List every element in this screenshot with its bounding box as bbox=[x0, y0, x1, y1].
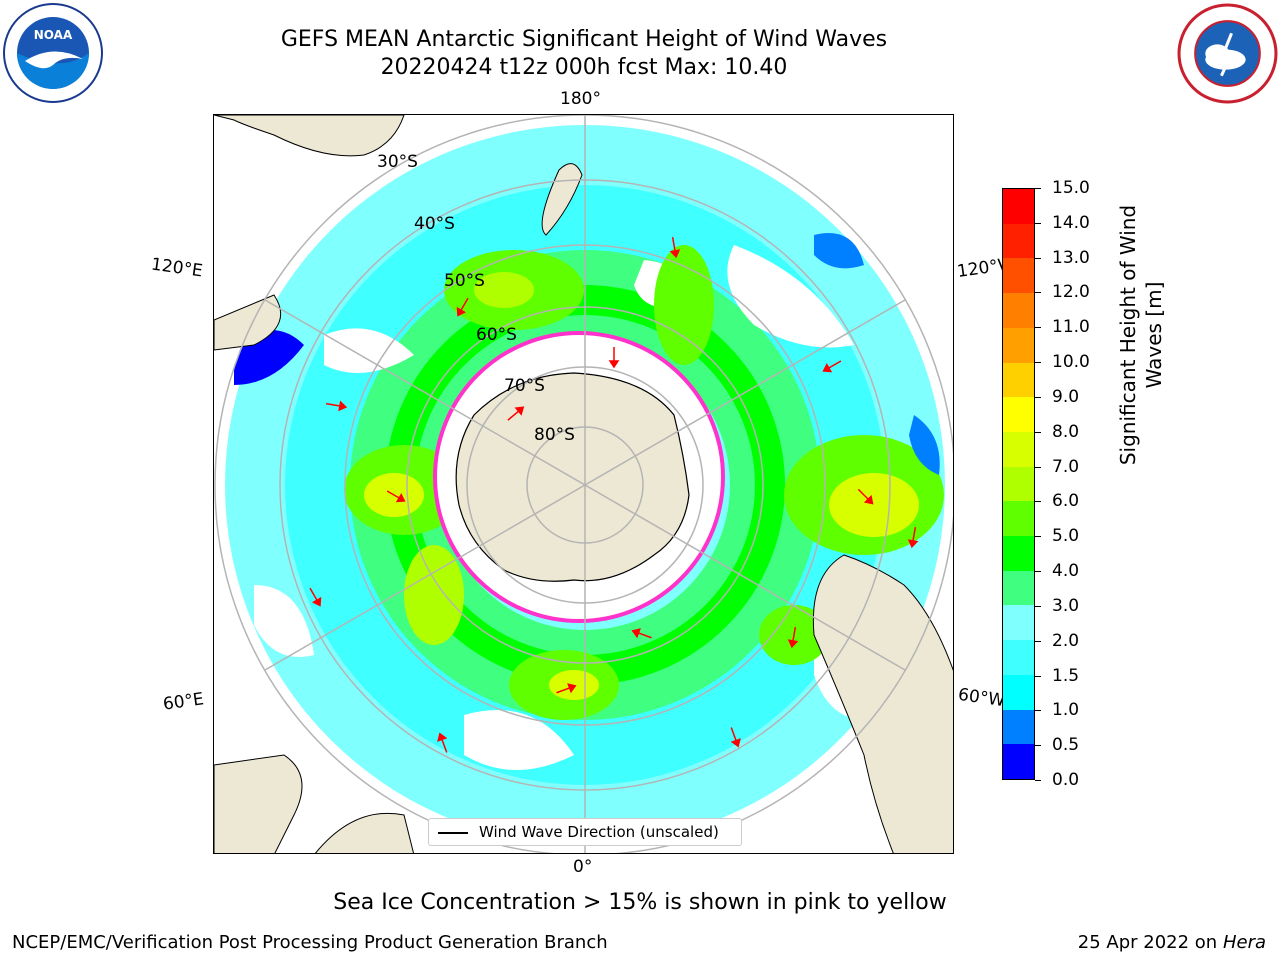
map-legend: Wind Wave Direction (unscaled) bbox=[428, 818, 742, 846]
colorbar-tick-label: 5.0 bbox=[1052, 526, 1080, 547]
colorbar-tick-label: 14.0 bbox=[1052, 212, 1090, 233]
lat-label-60s: 60°S bbox=[476, 325, 517, 345]
colorbar-tick-label: 1.5 bbox=[1052, 665, 1080, 686]
colorbar-tick-label: 0.5 bbox=[1052, 735, 1080, 756]
lon-label-180: 180° bbox=[560, 89, 601, 109]
new-zealand-land bbox=[541, 163, 583, 236]
lat-label-80s: 80°S bbox=[534, 425, 575, 445]
noaa-logo: NOAA bbox=[3, 3, 103, 103]
lon-label-60w: 60°W bbox=[956, 684, 1007, 712]
footer-host: Hera bbox=[1222, 932, 1266, 953]
svg-text:NOAA: NOAA bbox=[34, 28, 73, 42]
colorbar-segment bbox=[1003, 431, 1034, 467]
colorbar-tick bbox=[1035, 571, 1041, 573]
lat-label-50s: 50°S bbox=[444, 271, 485, 291]
lat-label-30s: 30°S bbox=[377, 152, 418, 172]
colorbar-tick bbox=[1035, 605, 1041, 607]
colorbar-segment bbox=[1003, 292, 1034, 328]
colorbar-segment bbox=[1003, 223, 1034, 259]
legend-label: Wind Wave Direction (unscaled) bbox=[479, 823, 719, 841]
colorbar-tick bbox=[1035, 292, 1041, 294]
africa-land bbox=[214, 754, 415, 853]
colorbar-segment bbox=[1003, 362, 1034, 398]
colorbar-tick bbox=[1035, 188, 1041, 189]
lon-label-0: 0° bbox=[573, 857, 593, 877]
colorbar-segment bbox=[1003, 535, 1034, 571]
nws-logo bbox=[1177, 3, 1278, 104]
colorbar-tick bbox=[1035, 396, 1041, 398]
colorbar-title: Significant Height of Wind Waves [m] bbox=[1115, 185, 1171, 485]
colorbar-title-line1: Significant Height of Wind bbox=[1116, 204, 1140, 466]
colorbar-tick-label: 10.0 bbox=[1052, 352, 1090, 373]
colorbar-tick-label: 8.0 bbox=[1052, 421, 1080, 442]
colorbar-tick bbox=[1035, 257, 1041, 259]
colorbar-segment bbox=[1003, 466, 1034, 502]
colorbar-segment bbox=[1003, 743, 1034, 779]
wind-wave-arrows bbox=[309, 236, 919, 753]
colorbar-tick-label: 6.0 bbox=[1052, 491, 1080, 512]
legend-line-icon bbox=[438, 832, 468, 834]
lon-label-120e: 120°E bbox=[149, 254, 204, 282]
footer-date: 25 Apr 2022 on Hera bbox=[1078, 932, 1266, 953]
colorbar-tick-label: 15.0 bbox=[1052, 178, 1090, 198]
footer-date-text: 25 Apr 2022 on bbox=[1077, 932, 1223, 953]
lat-label-40s: 40°S bbox=[414, 214, 455, 234]
australia-land bbox=[214, 115, 405, 351]
graticule bbox=[214, 115, 953, 853]
colorbar-tick bbox=[1035, 362, 1041, 364]
colorbar bbox=[1002, 188, 1035, 780]
colorbar-tick-label: 3.0 bbox=[1052, 595, 1080, 616]
footer-credit: NCEP/EMC/Verification Post Processing Pr… bbox=[12, 932, 608, 953]
colorbar-tick bbox=[1035, 466, 1041, 468]
colorbar-tick-label: 4.0 bbox=[1052, 561, 1080, 582]
colorbar-segment bbox=[1003, 327, 1034, 363]
colorbar-tick bbox=[1035, 431, 1041, 433]
colorbar-tick bbox=[1035, 780, 1041, 781]
sea-ice-note: Sea Ice Concentration > 15% is shown in … bbox=[333, 890, 947, 915]
colorbar-segment bbox=[1003, 639, 1034, 675]
colorbar-tick-label: 1.0 bbox=[1052, 700, 1080, 721]
colorbar-segment bbox=[1003, 674, 1034, 710]
colorbar-segment bbox=[1003, 570, 1034, 606]
colorbar-tick-label: 12.0 bbox=[1052, 282, 1090, 303]
colorbar-tick bbox=[1035, 745, 1041, 747]
colorbar-segment bbox=[1003, 709, 1034, 745]
colorbar-tick bbox=[1035, 675, 1041, 677]
chart-subtitle: 20220424 t12z 000h fcst Max: 10.40 bbox=[380, 55, 788, 80]
colorbar-segment bbox=[1003, 396, 1034, 432]
colorbar-segment bbox=[1003, 500, 1034, 537]
colorbar-title-line2: Waves [m] bbox=[1142, 281, 1166, 389]
colorbar-tick bbox=[1035, 536, 1041, 538]
polar-map bbox=[214, 115, 953, 853]
lat-label-70s: 70°S bbox=[504, 376, 545, 396]
map-panel: 30°S 40°S 50°S 60°S 70°S 80°S Wind Wave … bbox=[213, 114, 954, 854]
colorbar-tick-label: 7.0 bbox=[1052, 456, 1080, 477]
colorbar-tick-label: 9.0 bbox=[1052, 386, 1080, 407]
colorbar-tick bbox=[1035, 327, 1041, 329]
colorbar-tick bbox=[1035, 222, 1041, 224]
colorbar-segment bbox=[1003, 188, 1034, 224]
colorbar-tick-label: 0.0 bbox=[1052, 770, 1080, 790]
colorbar-tick bbox=[1035, 640, 1041, 642]
colorbar-tick bbox=[1035, 710, 1041, 712]
colorbar-segment bbox=[1003, 257, 1034, 294]
lon-label-60e: 60°E bbox=[161, 689, 206, 715]
colorbar-segment bbox=[1003, 604, 1034, 641]
chart-title: GEFS MEAN Antarctic Significant Height o… bbox=[280, 27, 888, 52]
colorbar-tick bbox=[1035, 501, 1041, 503]
colorbar-tick-label: 13.0 bbox=[1052, 247, 1090, 268]
colorbar-tick-label: 2.0 bbox=[1052, 630, 1080, 651]
colorbar-tick-label: 11.0 bbox=[1052, 317, 1090, 338]
